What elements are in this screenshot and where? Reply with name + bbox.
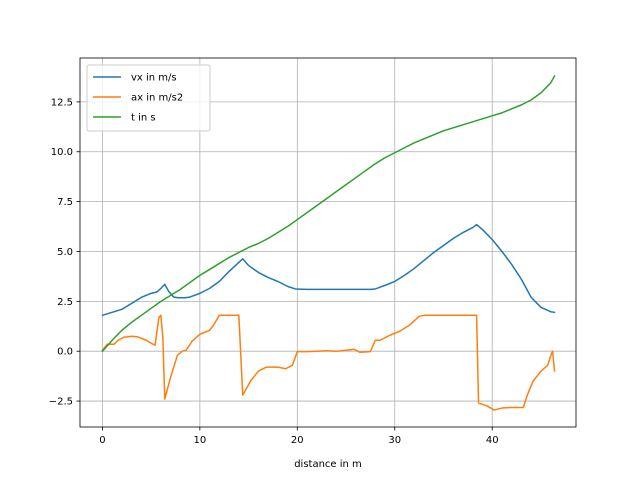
x-tick-label: 20	[291, 435, 304, 446]
x-tick-label: 10	[193, 435, 206, 446]
series-line-0	[101, 223, 556, 317]
x-tick-label: 0	[99, 435, 105, 446]
x-tick-label: 30	[388, 435, 401, 446]
y-tick-label: 7.5	[57, 197, 73, 208]
legend-label-1: ax in m/s2	[131, 93, 183, 104]
legend-box	[86, 64, 211, 132]
legend-label-2: t in s	[131, 113, 156, 124]
x-axis-label: distance in m	[294, 459, 362, 470]
series-line-2	[101, 75, 556, 352]
x-tick-label: 40	[486, 435, 499, 446]
legend: vx in m/s ax in m/s2 t in s	[86, 64, 211, 132]
series-layer	[101, 75, 556, 411]
legend-label-0: vx in m/s	[131, 73, 177, 84]
ticks: 0 10 20 30 40 −2.5 0.0 2.5 5.0 7.5 10.0 12.5	[49, 97, 499, 446]
plot-frame	[79, 57, 577, 428]
y-tick-label: 0.0	[57, 347, 73, 358]
y-tick-label: 10.0	[51, 147, 73, 158]
y-tick-label: 2.5	[57, 297, 73, 308]
series-line-1	[101, 314, 556, 411]
y-tick-label: −2.5	[49, 397, 73, 408]
y-tick-label: 5.0	[57, 247, 73, 258]
grid	[80, 58, 576, 427]
y-tick-label: 12.5	[51, 97, 73, 108]
